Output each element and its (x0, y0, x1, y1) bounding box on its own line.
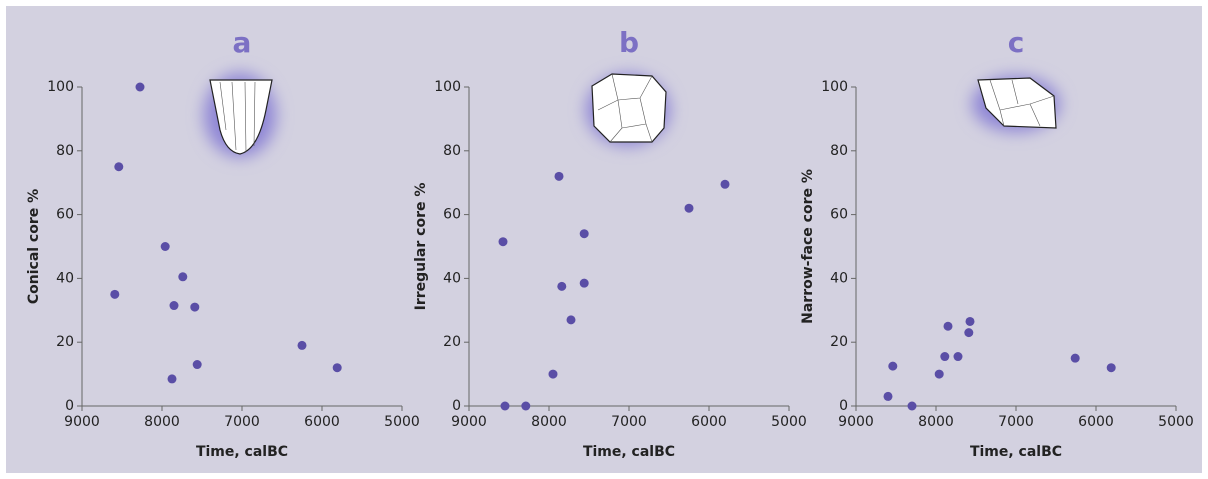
point (554, 171, 564, 181)
x-axis-label: Time, calBC (196, 444, 288, 460)
point (167, 374, 177, 384)
x-tick-label: 6000 (691, 414, 727, 430)
point (934, 369, 944, 379)
x-tick-label: 5000 (384, 414, 420, 430)
point (883, 391, 893, 401)
point (110, 289, 120, 299)
y-tick-label: 60 (443, 207, 461, 223)
x-tick-label: 9000 (64, 414, 100, 430)
y-tick-label: 60 (830, 207, 848, 223)
point (190, 302, 200, 312)
x-tick-label: 6000 (1078, 414, 1114, 430)
y-tick-label: 0 (839, 398, 848, 414)
point (720, 179, 730, 189)
point (297, 340, 307, 350)
chart-title: c (1008, 26, 1025, 59)
point (943, 321, 953, 331)
x-axis-label: Time, calBC (583, 444, 675, 460)
x-tick-label: 7000 (224, 414, 260, 430)
point (160, 242, 170, 251)
y-tick-label: 40 (443, 270, 461, 286)
y-tick-label: 20 (830, 334, 848, 350)
panel-background (6, 6, 1202, 473)
x-tick-label: 5000 (771, 414, 807, 430)
y-tick-label: 20 (443, 334, 461, 350)
x-tick-label: 8000 (144, 414, 180, 430)
point (521, 401, 531, 411)
point (566, 315, 576, 325)
point (907, 401, 917, 411)
y-tick-label: 100 (47, 79, 74, 95)
y-axis-label: Conical core % (26, 189, 42, 304)
point (557, 281, 567, 291)
y-axis-label: Narrow-face core % (800, 169, 816, 324)
x-tick-label: 8000 (531, 414, 567, 430)
y-tick-label: 40 (830, 270, 848, 286)
point (940, 352, 950, 362)
point (548, 369, 558, 379)
point (964, 328, 974, 338)
core-illustration (204, 73, 1060, 157)
point (192, 360, 202, 370)
y-tick-label: 100 (434, 79, 461, 95)
y-tick-label: 80 (830, 143, 848, 159)
x-tick-label: 9000 (451, 414, 487, 430)
point (1070, 353, 1080, 363)
point (579, 278, 589, 288)
point (332, 363, 342, 373)
y-tick-label: 100 (821, 79, 848, 95)
y-tick-label: 80 (443, 143, 461, 159)
y-tick-label: 40 (56, 270, 74, 286)
point (135, 82, 145, 92)
y-tick-label: 0 (65, 398, 74, 414)
point (500, 401, 510, 411)
y-axis-label: Irregular core % (413, 183, 429, 311)
x-tick-label: 5000 (1158, 414, 1194, 430)
y-tick-label: 60 (56, 207, 74, 223)
chart-title: b (619, 26, 639, 59)
x-tick-label: 6000 (304, 414, 340, 430)
x-tick-label: 7000 (998, 414, 1034, 430)
x-tick-label: 7000 (611, 414, 647, 430)
x-tick-label: 8000 (918, 414, 954, 430)
point (579, 229, 589, 239)
point (953, 352, 963, 362)
point (965, 316, 975, 326)
y-tick-label: 20 (56, 334, 74, 350)
chart-title: a (233, 26, 252, 59)
x-axis-label: Time, calBC (970, 444, 1062, 460)
point (114, 162, 124, 172)
point (169, 301, 179, 311)
point (1106, 363, 1116, 373)
point (888, 361, 898, 371)
point (178, 272, 188, 282)
point (684, 203, 694, 213)
point (498, 237, 508, 247)
y-tick-label: 80 (56, 143, 74, 159)
x-tick-label: 9000 (838, 414, 874, 430)
y-tick-label: 0 (452, 398, 461, 414)
